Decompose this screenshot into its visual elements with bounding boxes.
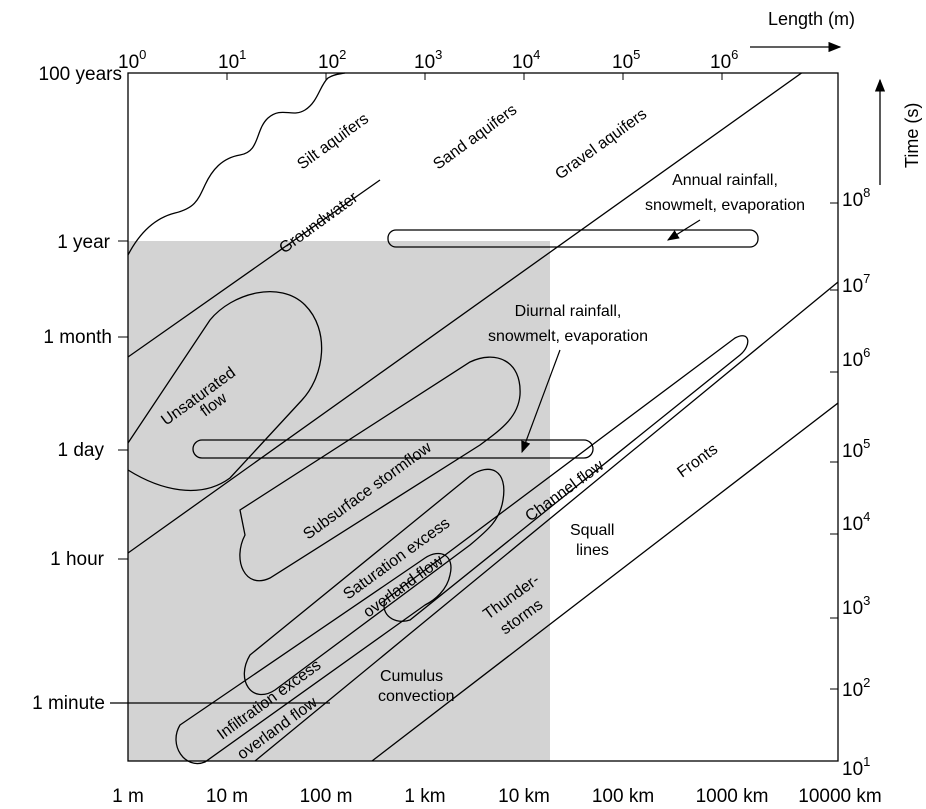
right-tick-10e2: 102 bbox=[842, 675, 870, 701]
left-tick-1-minute: 1 minute bbox=[32, 693, 105, 714]
plot-frame bbox=[127, 72, 839, 762]
unsaturated-lower-line bbox=[128, 179, 381, 358]
squall-lines-label-1: Squall bbox=[570, 522, 614, 539]
fronts-label: Fronts bbox=[674, 441, 721, 481]
annual-range-bar bbox=[387, 229, 759, 248]
cumulus-convection-label-1: Cumulus bbox=[380, 668, 443, 685]
left-tick-1-year: 1 year bbox=[57, 232, 110, 253]
gravel-aquifers-label: Gravel aquifers bbox=[552, 106, 650, 184]
top-tick-label-3: 103 bbox=[414, 47, 442, 73]
diurnal-range-bar bbox=[192, 439, 594, 459]
channel-flow-upper-line bbox=[254, 281, 838, 761]
right-tick-10e7: 107 bbox=[842, 271, 870, 297]
left-tick-1-hour: 1 hour bbox=[50, 549, 105, 570]
right-axis-ticks bbox=[830, 202, 838, 762]
left-tick-1-day: 1 day bbox=[58, 440, 105, 461]
annual-note-line-1: Annual rainfall, bbox=[672, 172, 778, 189]
annual-note-line-2: snowmelt, evaporation bbox=[645, 197, 805, 214]
diurnal-note-line-2: snowmelt, evaporation bbox=[488, 328, 648, 345]
bottom-tick-100km: 100 km bbox=[592, 786, 654, 807]
bottom-tick-10m: 10 m bbox=[206, 786, 248, 807]
saturation-excess-envelope bbox=[243, 468, 505, 696]
right-tick-10e1: 101 bbox=[842, 754, 870, 780]
shaded-region bbox=[128, 241, 550, 761]
bottom-tick-1m: 1 m bbox=[112, 786, 144, 807]
channel-flow-loop bbox=[383, 335, 749, 622]
bottom-tick-10km: 10 km bbox=[498, 786, 550, 807]
groundwater-lower-boundary bbox=[128, 73, 803, 554]
top-tick-label-6: 106 bbox=[710, 47, 738, 73]
left-tick-100-years: 100 years bbox=[39, 64, 122, 85]
top-tick-label-4: 104 bbox=[512, 47, 540, 73]
bottom-tick-1km: 1 km bbox=[404, 786, 445, 807]
sand-aquifers-label: Sand aquifers bbox=[430, 101, 520, 173]
right-tick-10e4: 104 bbox=[842, 509, 870, 535]
top-tick-label-2: 102 bbox=[318, 47, 346, 73]
top-tick-label-0: 100 bbox=[118, 47, 146, 73]
annual-arrow bbox=[666, 219, 701, 241]
silt-aquifers-label: Silt aquifers bbox=[294, 110, 372, 173]
diurnal-note-line-1: Diurnal rainfall, bbox=[515, 303, 622, 320]
cumulus-convection-label-2: convection bbox=[378, 688, 455, 705]
length-axis-title: Length (m) bbox=[768, 9, 855, 29]
silt-aquifer-boundary bbox=[127, 72, 346, 256]
right-tick-10e5: 105 bbox=[842, 436, 870, 462]
right-tick-10e8: 108 bbox=[842, 185, 870, 211]
top-tick-label-5: 105 bbox=[612, 47, 640, 73]
bottom-tick-1000km: 1000 km bbox=[696, 786, 769, 807]
right-tick-10e6: 106 bbox=[842, 345, 870, 371]
diurnal-arrow bbox=[521, 349, 561, 454]
channel-flow-lower-line bbox=[371, 402, 838, 761]
time-axis-title: Time (s) bbox=[902, 103, 922, 168]
bottom-tick-10000km: 10000 km bbox=[798, 786, 881, 807]
bottom-tick-100m: 100 m bbox=[300, 786, 353, 807]
unsaturated-flow-envelope bbox=[127, 290, 323, 492]
top-tick-label-1: 101 bbox=[218, 47, 246, 73]
squall-lines-label-2: lines bbox=[576, 542, 609, 559]
subsurface-stormflow-envelope bbox=[239, 356, 521, 582]
infiltration-excess-envelope bbox=[175, 552, 452, 765]
right-tick-10e3: 103 bbox=[842, 593, 870, 619]
left-tick-1-month: 1 month bbox=[43, 327, 112, 348]
top-axis-ticks bbox=[127, 73, 723, 80]
